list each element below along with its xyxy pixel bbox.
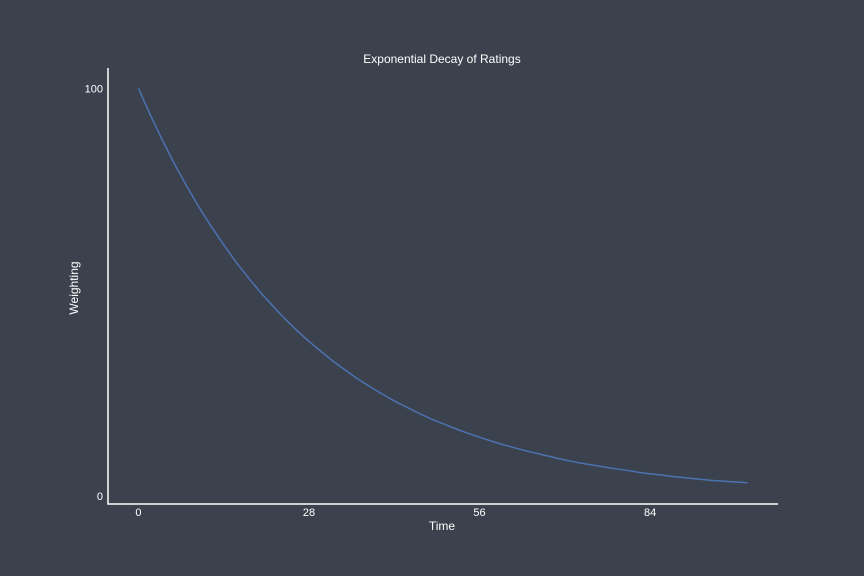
- x-axis-label: Time: [429, 519, 456, 533]
- y-tick-label: 0: [97, 491, 103, 503]
- x-tick-label: 56: [473, 507, 485, 519]
- y-tick-labels: 0 100: [85, 83, 103, 502]
- x-tick-labels: 0 28 56 84: [135, 507, 656, 519]
- decay-series-line: [137, 88, 748, 484]
- x-tick-label: 28: [303, 507, 315, 519]
- chart-title: Exponential Decay of Ratings: [363, 52, 520, 66]
- y-axis-label: Weighting: [67, 261, 81, 314]
- x-tick-label: 84: [644, 507, 656, 519]
- x-tick-label: 0: [135, 507, 141, 519]
- y-tick-label: 100: [85, 83, 103, 95]
